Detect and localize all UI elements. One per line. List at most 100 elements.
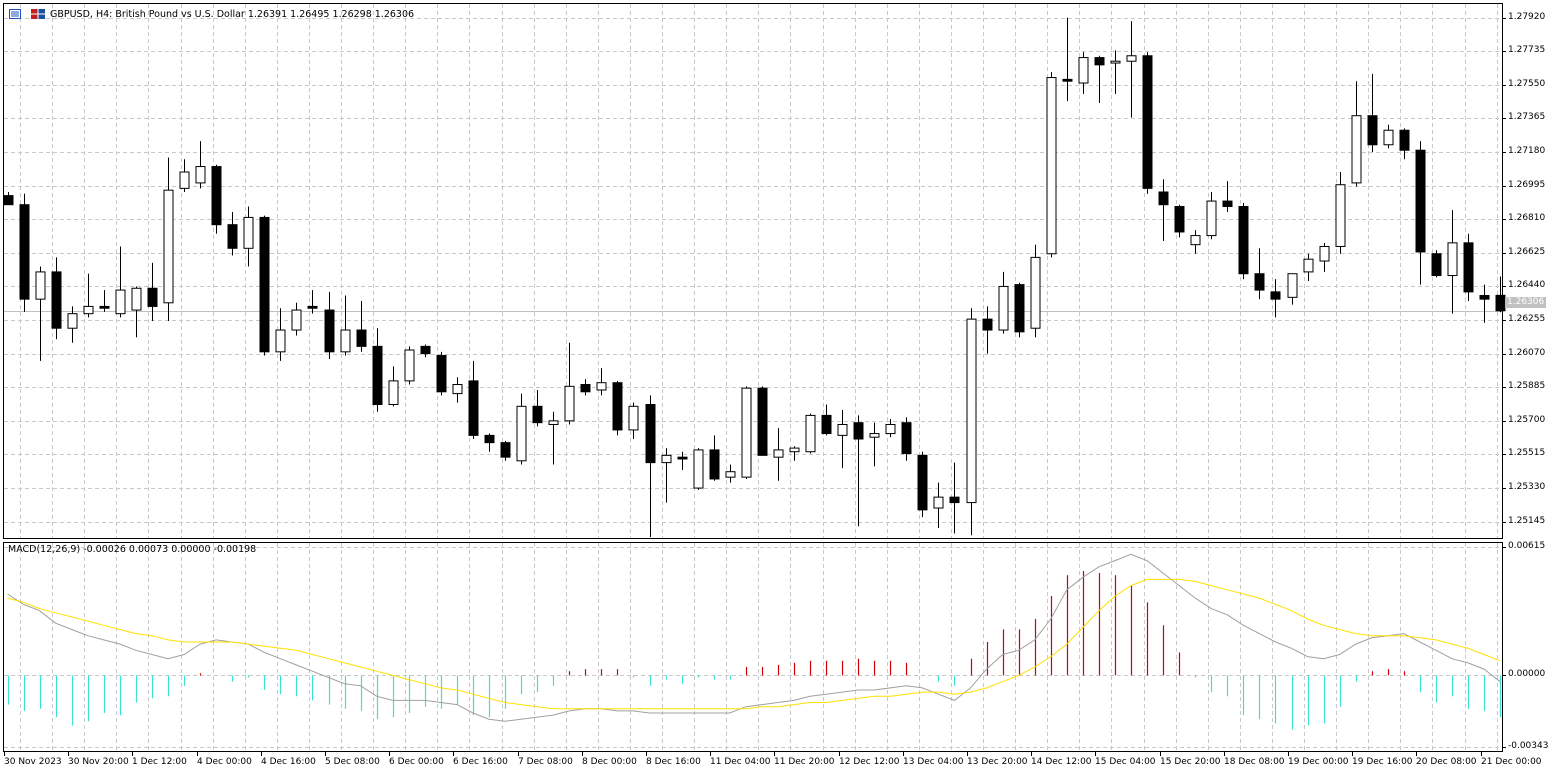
bull-candle-body <box>195 166 206 184</box>
signal-line <box>7 578 1501 710</box>
bear-candle-body <box>484 434 495 444</box>
candle <box>709 435 720 481</box>
bear-candle-body <box>19 204 30 300</box>
candle <box>885 419 896 438</box>
candle <box>1222 181 1233 212</box>
bull-candle-body <box>1046 77 1057 255</box>
bull-candle-body <box>628 405 639 431</box>
price-pane[interactable] <box>3 3 1503 539</box>
bear-candle-body <box>99 305 110 309</box>
candle <box>564 342 575 425</box>
bull-candle-body <box>885 423 896 435</box>
macd-axis-label: 0.00000 <box>1508 669 1546 680</box>
candle <box>821 404 832 436</box>
bull-candle-body <box>693 449 704 489</box>
chart-menu-icon[interactable] <box>9 9 21 19</box>
candle <box>837 409 848 469</box>
time-axis-label: 21 Dec 00:00 <box>1481 757 1542 767</box>
bear-candle-body <box>468 380 479 436</box>
candle <box>1367 73 1378 153</box>
bull-candle-body <box>869 433 880 438</box>
candle <box>131 286 142 338</box>
candle <box>853 415 864 527</box>
bear-candle-body <box>532 405 543 424</box>
bear-candle-body <box>1495 294 1506 312</box>
candle <box>340 295 351 356</box>
bull-candle-body <box>1030 256 1041 329</box>
bear-candle-body <box>1431 253 1442 277</box>
candle <box>436 351 447 396</box>
time-axis-label: 14 Dec 12:00 <box>1031 757 1092 767</box>
time-axis-label: 6 Dec 00:00 <box>389 757 444 767</box>
candle <box>1399 128 1410 160</box>
bear-candle-body <box>227 224 238 249</box>
bear-candle-body <box>324 309 335 353</box>
candle <box>516 393 527 465</box>
candle <box>163 157 174 321</box>
candle <box>1094 55 1105 103</box>
grid <box>4 4 1502 751</box>
bear-candle-body <box>821 414 832 435</box>
candle <box>596 368 607 396</box>
bear-candle-body <box>1158 191 1169 206</box>
candle <box>179 159 190 192</box>
bull-candle-body <box>340 329 351 353</box>
candle <box>677 451 688 470</box>
bull-candle-body <box>35 271 46 300</box>
price-axis-label: 1.26995 <box>1508 179 1546 190</box>
candle <box>1479 284 1490 323</box>
candle <box>51 257 62 340</box>
candle <box>1062 17 1073 102</box>
candle <box>1463 233 1474 301</box>
bear-candle-body <box>307 305 318 309</box>
candle <box>1190 230 1201 254</box>
price-axis-label: 1.25330 <box>1508 482 1546 493</box>
macd-axis-label: -0.00343 <box>1508 741 1549 751</box>
candle <box>917 451 928 518</box>
time-axis-label: 4 Dec 00:00 <box>197 757 252 767</box>
candle <box>404 346 415 385</box>
time-axis-label: 19 Dec 16:00 <box>1352 757 1413 767</box>
price-axis-label: 1.26440 <box>1508 280 1546 291</box>
time-axis-label: 30 Nov 2023 <box>4 757 62 767</box>
candle <box>83 273 94 318</box>
bull-candle-body <box>388 380 399 406</box>
bear-candle-body <box>51 271 62 329</box>
price-axis-label: 1.27365 <box>1508 112 1546 123</box>
bear-candle-body <box>757 387 768 456</box>
macd-pane[interactable] <box>3 542 1503 752</box>
price-axis-label: 1.25145 <box>1508 515 1546 526</box>
time-axis-label: 13 Dec 20:00 <box>967 757 1028 767</box>
candle <box>933 482 944 529</box>
candle <box>1431 250 1442 278</box>
time-axis-label: 15 Dec 20:00 <box>1160 757 1221 767</box>
candle <box>966 308 977 536</box>
bear-candle-body <box>356 329 367 347</box>
candle <box>532 389 543 427</box>
price-axis-label: 1.27550 <box>1508 78 1546 89</box>
candle <box>1447 210 1458 314</box>
candle <box>949 462 960 534</box>
candle <box>500 440 511 461</box>
candle <box>1046 72 1057 258</box>
candle <box>211 164 222 234</box>
bear-candle-body <box>1174 206 1185 233</box>
candle <box>645 395 656 538</box>
bear-candle-body <box>1415 149 1426 253</box>
time-axis-label: 11 Dec 20:00 <box>774 757 835 767</box>
bull-candle-body <box>131 287 142 311</box>
candle <box>773 428 784 481</box>
bear-candle-body <box>1367 115 1378 146</box>
bull-candle-body <box>1351 115 1362 184</box>
candle <box>1287 273 1298 305</box>
bull-candle-body <box>725 471 736 478</box>
bull-candle-body <box>1078 57 1089 84</box>
current-price-label: 1.26306 <box>1505 297 1547 308</box>
bull-candle-body <box>1447 242 1458 277</box>
candle <box>356 300 367 352</box>
time-axis-label: 8 Dec 16:00 <box>646 757 701 767</box>
bear-candle-body <box>709 449 720 480</box>
candle <box>1351 81 1362 187</box>
candle <box>35 266 46 361</box>
